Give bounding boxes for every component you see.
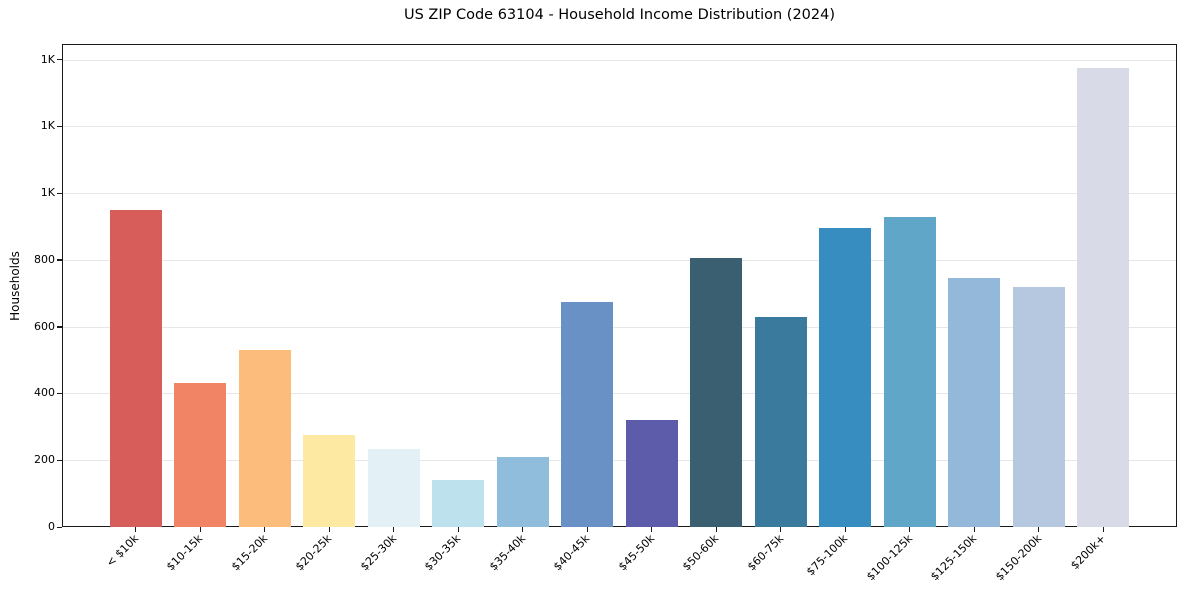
y-tick-label: 800 [34,252,55,266]
y-tick-mark [57,392,62,395]
y-tick-label: 600 [34,319,55,333]
bar [625,420,678,527]
x-tick-mark [1102,527,1104,532]
x-tick-mark [457,527,459,532]
y-tick-mark [57,326,62,328]
bar [432,480,484,527]
gridline [63,59,1176,61]
y-tick-label: 1K [40,119,55,133]
gridline [63,326,1176,328]
bar [819,228,871,527]
bar [174,383,226,527]
gridline [63,393,1176,395]
gridline [63,126,1176,128]
x-tick-mark [780,527,782,532]
bar [238,350,291,527]
y-tick-mark [57,526,62,528]
bar [561,301,613,527]
x-tick-mark [328,527,330,532]
bar [883,216,936,527]
y-tick-mark [57,125,62,128]
bar [1077,68,1129,527]
bar [690,258,742,527]
y-tick-mark [57,59,62,61]
y-tick-label: 200 [34,453,55,467]
x-tick-label: < $10k [103,532,141,570]
x-tick-mark [264,527,266,532]
y-tick-mark [57,259,62,261]
x-tick-mark [909,527,911,532]
y-tick-label: 1K [40,186,55,200]
gridline [63,193,1176,195]
gridline [63,460,1176,462]
bar [496,456,549,527]
chart-title: US ZIP Code 63104 - Household Income Dis… [403,7,836,23]
bar [109,209,162,527]
x-tick-mark [1038,527,1040,532]
x-tick-mark [586,527,588,532]
x-tick-mark [651,527,653,532]
bar [303,435,355,527]
y-tick-label: 1K [40,52,55,66]
bar [948,278,1000,527]
bar [754,316,807,527]
x-tick-mark [199,527,201,532]
bar [1012,286,1065,527]
x-tick-mark [135,527,137,532]
plot-area [62,44,1177,527]
gridline [63,259,1176,261]
y-tick-mark [57,459,62,462]
x-tick-mark [393,527,395,532]
x-tick-mark [844,527,846,532]
x-tick-mark [715,527,717,532]
x-tick-mark [973,527,975,532]
x-tick-mark [522,527,524,532]
y-tick-mark [57,192,62,194]
y-tick-label: 400 [34,386,55,400]
y-tick-label: 0 [48,520,55,533]
bar [367,448,420,527]
